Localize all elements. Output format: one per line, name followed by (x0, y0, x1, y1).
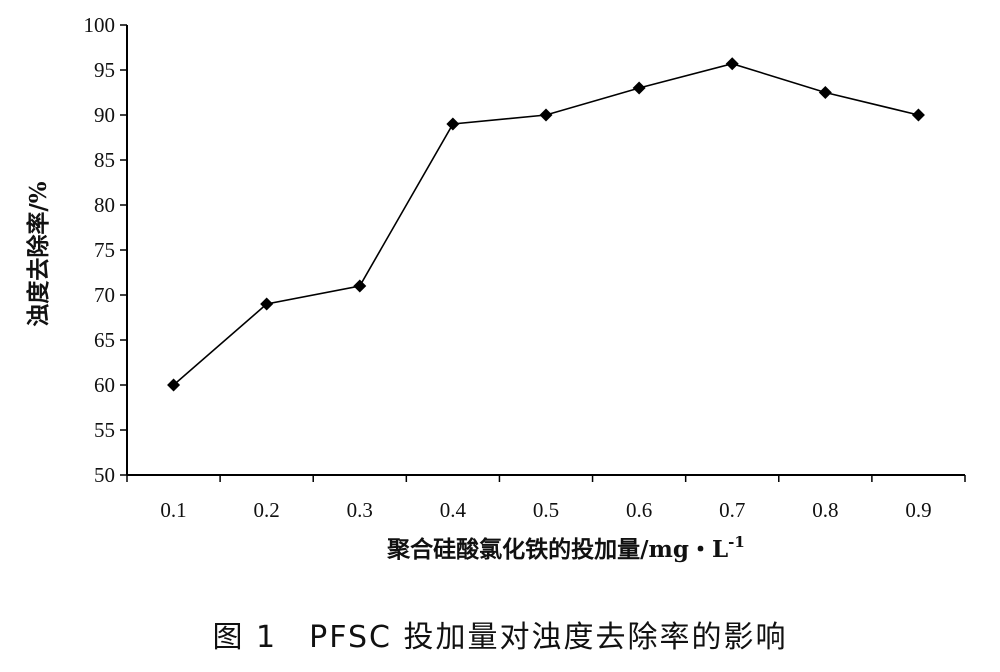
x-tick-label: 0.2 (254, 498, 280, 522)
data-point-marker (911, 108, 925, 122)
x-tick-label: 0.4 (440, 498, 467, 522)
y-tick-label: 85 (94, 148, 115, 172)
x-tick-label: 0.7 (719, 498, 745, 522)
data-point-marker (725, 57, 739, 71)
data-point-marker (539, 108, 553, 122)
x-tick-label: 0.3 (347, 498, 373, 522)
data-point-marker (818, 86, 832, 99)
x-axis-title-main: 聚合硅酸氯化铁的投加量/mg・L (386, 536, 728, 563)
x-tick-label: 0.9 (905, 498, 931, 522)
figure-caption: 图 1 PFSC 投加量对浊度去除率的影响 (212, 620, 788, 655)
x-axis-title-superscript: -1 (728, 533, 745, 551)
x-tick-label: 0.5 (533, 498, 559, 522)
data-point-marker (260, 297, 274, 311)
y-tick-label: 75 (94, 238, 115, 262)
x-tick-label: 0.6 (626, 498, 652, 522)
line-chart: 50 55 60 65 70 75 80 85 90 95 100 0.1 0.2 0.3 0.4 0.5 0.… (25, 13, 966, 563)
y-tick-label: 60 (94, 373, 115, 397)
y-tick-label: 65 (94, 328, 115, 352)
data-point-marker (353, 279, 367, 293)
y-tick-label: 50 (94, 463, 115, 487)
x-tick-label: 0.1 (160, 498, 186, 522)
x-tick-label: 0.8 (812, 498, 838, 522)
data-point-marker (446, 117, 460, 131)
y-tick-label: 80 (94, 193, 115, 217)
x-axis-title: 聚合硅酸氯化铁的投加量/mg・L-1 (386, 533, 745, 563)
y-tick-label: 55 (94, 418, 115, 442)
y-tick-label: 70 (94, 283, 115, 307)
y-tick-label: 95 (94, 58, 115, 82)
y-axis-title: 浊度去除率/% (25, 181, 52, 326)
y-tick-label: 90 (94, 103, 115, 127)
data-point-marker (632, 81, 646, 95)
y-tick-label: 100 (84, 13, 116, 37)
data-point-marker (167, 378, 181, 392)
